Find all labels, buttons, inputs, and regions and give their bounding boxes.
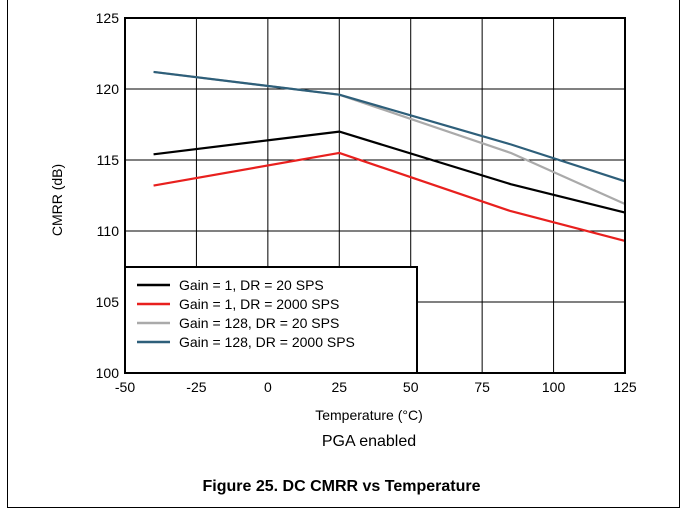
y-tick-label: 115 [97, 152, 120, 168]
x-tick-label: -25 [186, 379, 206, 395]
legend: Gain = 1, DR = 20 SPS Gain = 1, DR = 2000… [124, 266, 418, 374]
legend-box [124, 266, 418, 374]
x-tick-label: 100 [542, 379, 566, 395]
legend-label-3: Gain = 128, DR = 20 SPS [179, 315, 339, 331]
x-tick-label: 50 [403, 379, 419, 395]
x-tick-label: 125 [613, 379, 637, 395]
x-tick-label: -50 [115, 379, 135, 395]
x-tick-label: 25 [331, 379, 347, 395]
y-tick-label: 105 [96, 294, 120, 310]
series-line-2 [153, 151, 626, 243]
x-tick-label: 75 [474, 379, 490, 395]
y-tick-labels: 100 105 110 115 120 125 [96, 10, 120, 381]
x-axis-label: Temperature (°C) [315, 407, 423, 423]
legend-label-4: Gain = 128, DR = 2000 SPS [179, 334, 355, 350]
figure-caption: Figure 25. DC CMRR vs Temperature [202, 478, 481, 495]
legend-label-1: Gain = 1, DR = 20 SPS [179, 277, 324, 293]
y-tick-label: 125 [96, 10, 120, 26]
y-tick-label: 110 [97, 223, 120, 239]
y-tick-label: 100 [96, 365, 120, 381]
series-line-1 [153, 130, 626, 214]
y-tick-label: 120 [96, 81, 120, 97]
cmrr-chart: -50 -25 0 25 50 75 100 125 100 105 110 115 120 125 T… [49, 10, 637, 450]
series-line-4 [153, 70, 626, 183]
series-lines [153, 70, 626, 243]
series-line-3 [153, 70, 626, 206]
chart-subtitle: PGA enabled [322, 433, 416, 450]
x-tick-label: 0 [264, 379, 272, 395]
y-axis-label: CMRR (dB) [49, 164, 65, 236]
legend-label-2: Gain = 1, DR = 2000 SPS [179, 296, 339, 312]
x-tick-labels: -50 -25 0 25 50 75 100 125 [115, 379, 637, 395]
